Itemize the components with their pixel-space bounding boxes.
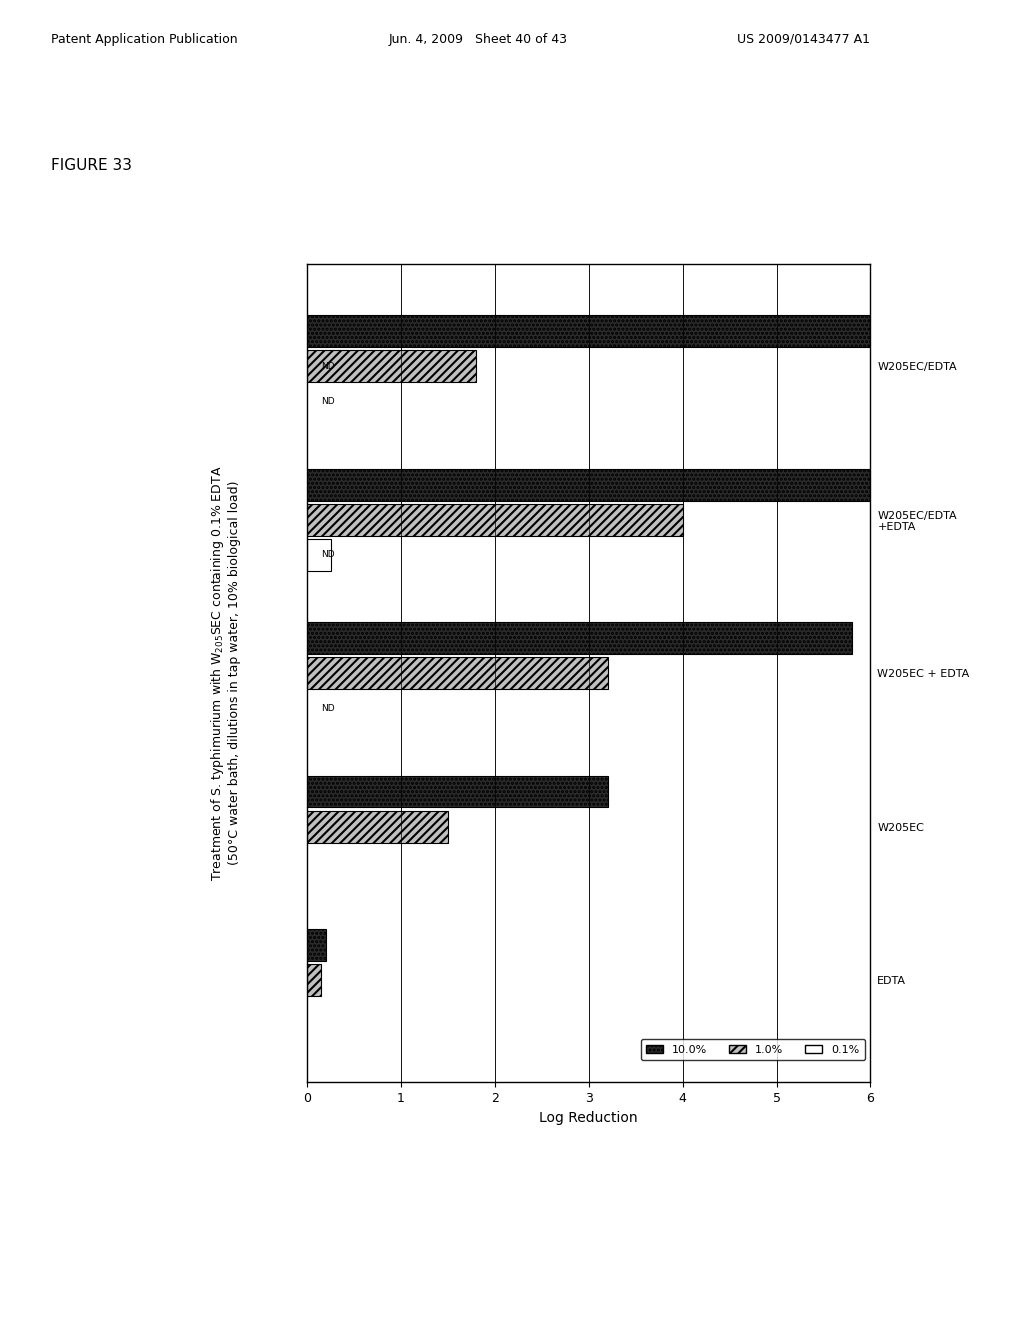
Bar: [307, 964, 322, 997]
Text: Treatment of S. typhimurium with W$_{205}$SEC containing 0.1% EDTA
(50°C water b: Treatment of S. typhimurium with W$_{205…: [209, 466, 242, 880]
Legend: 10.0%, 1.0%, 0.1%: 10.0%, 1.0%, 0.1%: [641, 1039, 865, 1060]
Bar: [307, 622, 852, 653]
Text: Patent Application Publication: Patent Application Publication: [51, 33, 238, 46]
Text: ND: ND: [322, 362, 335, 371]
Text: ND: ND: [322, 397, 335, 407]
Bar: [307, 504, 683, 536]
Bar: [307, 469, 870, 500]
Text: ND: ND: [322, 550, 335, 560]
Bar: [307, 776, 607, 808]
Bar: [307, 929, 326, 961]
Bar: [307, 315, 870, 347]
Text: Jun. 4, 2009   Sheet 40 of 43: Jun. 4, 2009 Sheet 40 of 43: [389, 33, 568, 46]
Bar: [307, 539, 331, 570]
Text: ND: ND: [322, 704, 335, 713]
Bar: [307, 657, 607, 689]
Bar: [307, 350, 476, 383]
Text: US 2009/0143477 A1: US 2009/0143477 A1: [737, 33, 870, 46]
Bar: [307, 810, 449, 842]
Text: FIGURE 33: FIGURE 33: [51, 158, 132, 173]
X-axis label: Log Reduction: Log Reduction: [540, 1110, 638, 1125]
